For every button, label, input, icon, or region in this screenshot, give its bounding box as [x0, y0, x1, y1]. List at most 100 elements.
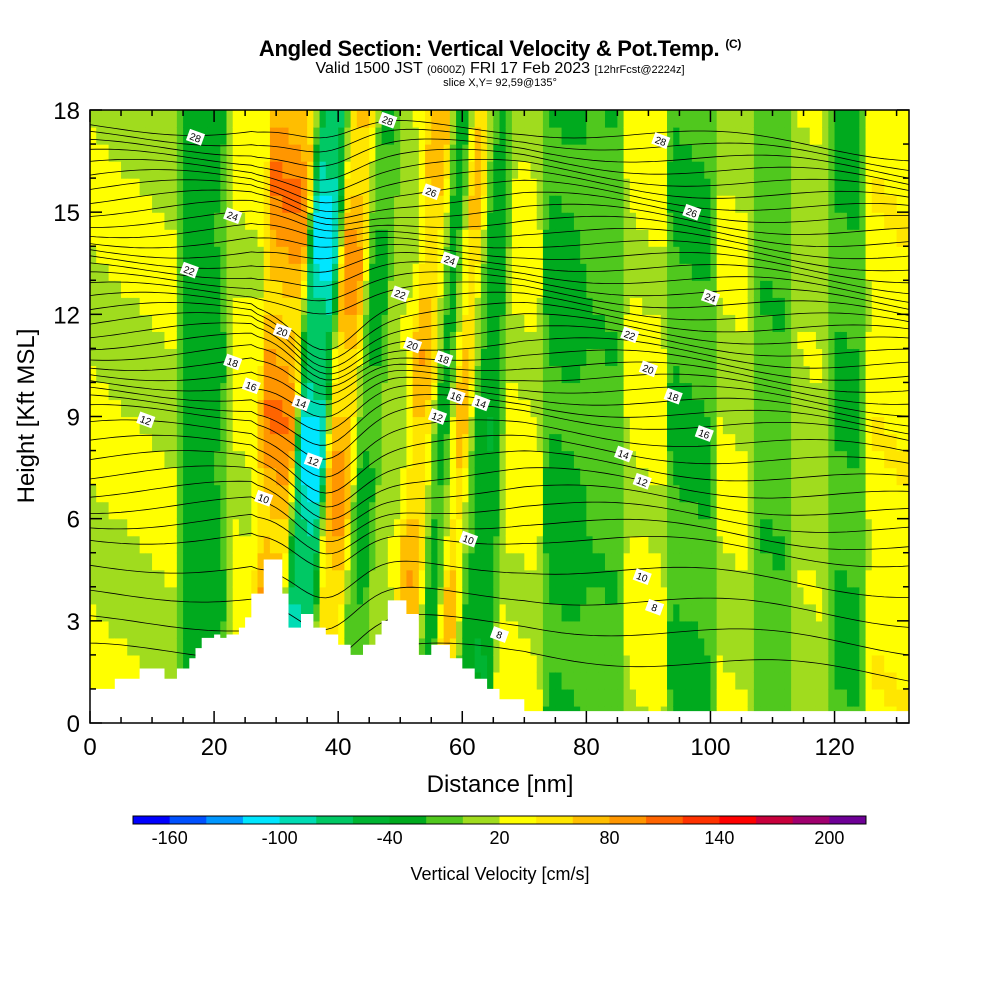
velocity-cell — [828, 229, 836, 247]
velocity-cell — [220, 603, 228, 622]
velocity-cell — [580, 654, 587, 673]
velocity-cell — [164, 484, 172, 503]
velocity-cell — [592, 569, 600, 588]
contour-label-text: 12 — [138, 414, 153, 428]
velocity-cell — [90, 297, 97, 315]
velocity-cell — [152, 552, 159, 571]
velocity-cell — [269, 433, 277, 452]
velocity-cell — [127, 620, 135, 639]
velocity-cell — [282, 263, 290, 281]
velocity-cell — [636, 535, 643, 554]
velocity-cell — [673, 127, 681, 145]
velocity-cell — [561, 535, 569, 554]
velocity-cell — [400, 586, 408, 605]
velocity-cell — [797, 382, 805, 401]
velocity-cell — [487, 416, 494, 435]
velocity-cell — [96, 620, 103, 639]
velocity-cell — [474, 331, 482, 349]
velocity-cell — [189, 314, 197, 332]
velocity-cell — [629, 348, 637, 367]
contour-label: 26 — [421, 183, 441, 200]
velocity-cell — [797, 620, 805, 639]
velocity-cell — [710, 195, 718, 213]
velocity-cell — [369, 212, 376, 230]
velocity-cell — [834, 484, 842, 503]
velocity-cell — [127, 467, 135, 486]
velocity-cell — [760, 569, 767, 588]
velocity-cell — [338, 501, 345, 520]
velocity-cell — [338, 399, 345, 418]
velocity-cell — [859, 212, 867, 230]
velocity-cell — [493, 331, 501, 349]
velocity-cell — [474, 637, 482, 656]
velocity-cell — [648, 399, 656, 418]
velocity-cell — [480, 501, 488, 520]
velocity-cell — [201, 161, 209, 179]
velocity-cell — [493, 433, 501, 452]
velocity-cell — [363, 297, 370, 315]
velocity-cell — [418, 127, 426, 145]
velocity-cell — [518, 603, 525, 622]
velocity-cell — [114, 467, 122, 486]
velocity-cell — [350, 518, 358, 537]
velocity-cell — [307, 178, 314, 196]
velocity-cell — [518, 144, 525, 162]
velocity-cell — [425, 467, 432, 486]
velocity-cell — [121, 501, 128, 520]
velocity-cell — [834, 110, 842, 128]
velocity-cell — [133, 484, 141, 503]
velocity-cell — [673, 144, 681, 162]
velocity-cell — [201, 416, 209, 435]
velocity-cell — [381, 229, 389, 247]
velocity-cell — [300, 144, 308, 162]
velocity-cell — [133, 246, 141, 264]
velocity-cell — [511, 688, 519, 707]
velocity-cell — [505, 552, 513, 571]
velocity-cell — [468, 603, 476, 622]
velocity-cell — [214, 297, 221, 315]
velocity-cell — [245, 433, 252, 452]
velocity-cell — [753, 178, 761, 196]
velocity-cell — [654, 620, 662, 639]
velocity-cell — [822, 688, 829, 707]
velocity-cell — [760, 110, 767, 128]
velocity-cell — [753, 586, 761, 605]
velocity-cell — [257, 552, 265, 571]
velocity-cell — [487, 144, 494, 162]
velocity-cell — [114, 365, 122, 384]
velocity-cell — [214, 127, 221, 145]
velocity-cell — [871, 348, 879, 367]
velocity-cell — [636, 246, 643, 264]
velocity-cell — [400, 127, 408, 145]
velocity-cell — [127, 212, 135, 230]
velocity-cell — [363, 161, 370, 179]
velocity-cell — [853, 297, 860, 315]
velocity-cell — [164, 603, 172, 622]
velocity-cell — [865, 297, 873, 315]
velocity-cell — [406, 518, 414, 537]
velocity-cell — [530, 484, 538, 503]
velocity-cell — [530, 620, 538, 639]
velocity-cell — [195, 552, 203, 571]
velocity-cell — [90, 518, 97, 537]
velocity-cell — [884, 586, 891, 605]
velocity-cell — [710, 433, 718, 452]
velocity-cell — [834, 569, 842, 588]
velocity-cell — [487, 552, 494, 571]
velocity-cell — [263, 416, 271, 435]
velocity-cell — [580, 161, 587, 179]
velocity-cell — [685, 433, 693, 452]
velocity-cell — [685, 416, 693, 435]
velocity-cell — [493, 467, 501, 486]
velocity-cell — [431, 280, 439, 298]
velocity-cell — [766, 263, 774, 281]
velocity-cell — [561, 484, 569, 503]
velocity-cell — [214, 586, 221, 605]
velocity-cell — [394, 246, 401, 264]
velocity-cell — [871, 144, 879, 162]
velocity-cell — [623, 552, 631, 571]
velocity-cell — [803, 671, 811, 690]
velocity-cell — [623, 399, 631, 418]
velocity-cell — [853, 263, 860, 281]
velocity-cell — [580, 246, 587, 264]
